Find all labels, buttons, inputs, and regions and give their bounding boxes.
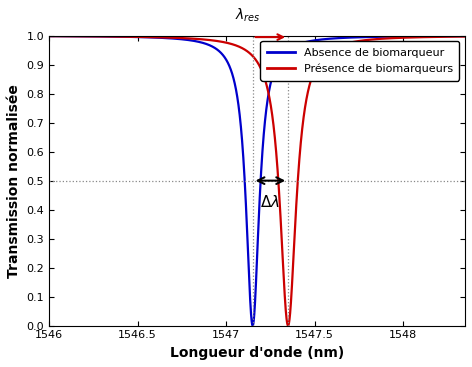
X-axis label: Longueur d'onde (nm): Longueur d'onde (nm) (170, 346, 344, 360)
Text: $\lambda_{res}$: $\lambda_{res}$ (235, 7, 260, 24)
Legend: Absence de biomarqueur, Présence de biomarqueurs: Absence de biomarqueur, Présence de biom… (261, 41, 460, 81)
Text: $\Delta\lambda$: $\Delta\lambda$ (261, 194, 280, 210)
Y-axis label: Transmission normalisée: Transmission normalisée (7, 84, 21, 277)
